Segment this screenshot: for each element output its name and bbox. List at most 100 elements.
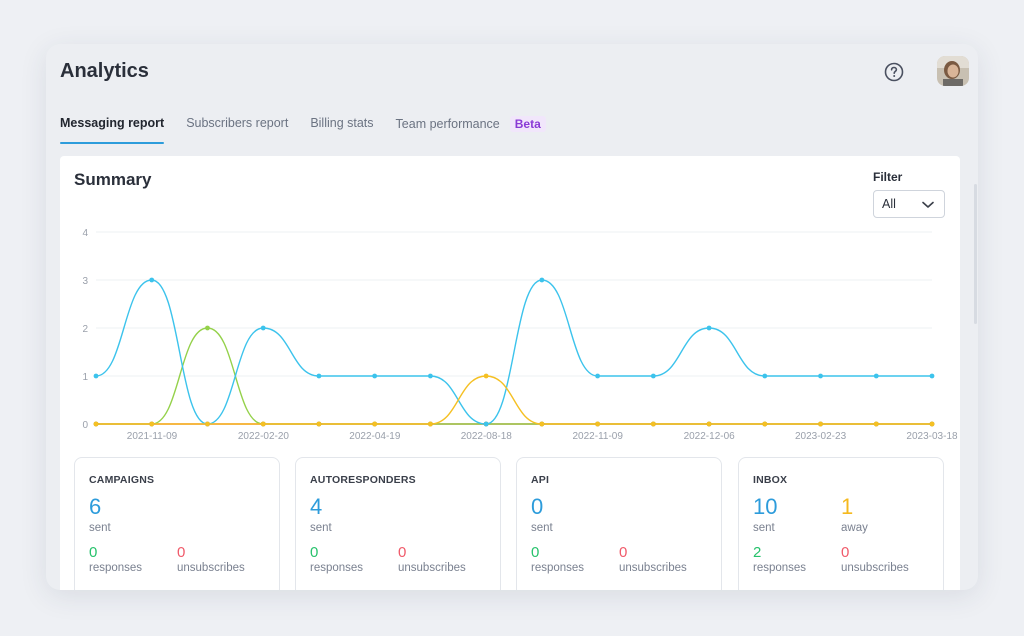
stat-card-inbox: INBOX 10 sent 1 away 2 responses 0 unsub…	[738, 457, 944, 590]
tab-label: Subscribers report	[186, 116, 289, 130]
y-tick-label: 2	[82, 324, 88, 335]
y-tick-label: 4	[82, 228, 88, 239]
series-line	[95, 279, 932, 425]
tab-label: Messaging report	[60, 116, 165, 130]
analytics-window: Analytics Messaging report Subscribers r…	[46, 44, 978, 590]
sent-count: 6	[89, 494, 102, 519]
responses-count: 0	[531, 544, 540, 561]
unsubscribes-label: unsubscribes	[841, 562, 909, 574]
data-point	[372, 421, 378, 427]
data-point	[316, 373, 322, 379]
stat-card-api: API 0 sent 0 responses 0 unsubscribes	[516, 457, 722, 590]
data-point	[149, 277, 155, 283]
unsubscribes-count: 0	[398, 544, 407, 561]
chevron-down-icon	[922, 201, 934, 208]
unsubscribes-label: unsubscribes	[619, 562, 687, 574]
responses-count: 2	[753, 544, 762, 561]
responses-count: 0	[89, 544, 98, 561]
away-count: 1	[841, 494, 854, 519]
tab-messaging-report[interactable]: Messaging report	[60, 116, 165, 144]
data-point	[483, 421, 489, 427]
responses-label: responses	[310, 562, 364, 574]
filter-select[interactable]: All	[873, 190, 945, 218]
x-tick-label: 2022-08-18	[461, 431, 513, 442]
data-point	[706, 325, 712, 331]
help-icon[interactable]	[884, 62, 904, 82]
data-point	[93, 373, 99, 379]
scrollbar-thumb[interactable]	[974, 184, 977, 324]
data-point	[706, 421, 712, 427]
responses-label: responses	[89, 562, 143, 574]
data-point	[260, 325, 266, 331]
summary-title: Summary	[74, 170, 152, 189]
data-point	[929, 373, 935, 379]
unsubscribes-count: 0	[177, 544, 186, 561]
stat-title: API	[531, 474, 550, 486]
stat-title: INBOX	[753, 474, 788, 486]
y-tick-label: 3	[82, 276, 88, 287]
user-avatar[interactable]	[937, 56, 969, 86]
beta-badge: Beta	[509, 116, 546, 132]
data-point	[205, 421, 210, 427]
stat-card-autoresponders: AUTORESPONDERS 4 sent 0 responses 0 unsu…	[295, 457, 501, 590]
series-line	[95, 375, 932, 425]
x-tick-label: 2023-03-18	[906, 431, 958, 442]
data-point	[539, 421, 545, 427]
sent-count: 0	[531, 494, 544, 519]
stat-title: CAMPAIGNS	[89, 474, 155, 486]
data-point	[260, 421, 266, 427]
data-point	[372, 373, 378, 379]
responses-label: responses	[753, 562, 807, 574]
sent-label: sent	[531, 522, 553, 534]
data-point	[316, 421, 322, 427]
responses-count: 0	[310, 544, 319, 561]
summary-card: Summary Filter All 0 1 2 3 4 2021-11-09 2022-0…	[60, 156, 960, 590]
y-tick-label: 1	[82, 372, 88, 383]
tab-team-performance[interactable]: Team performance Beta	[396, 116, 546, 144]
x-tick-label: 2022-12-06	[684, 431, 736, 442]
messaging-line-chart: 0 1 2 3 4 2021-11-09 2022-02-20 2022-04-19 2022-…	[82, 228, 958, 442]
y-tick-label: 0	[82, 420, 88, 431]
data-point	[873, 373, 879, 379]
data-point	[93, 421, 99, 427]
sent-label: sent	[89, 522, 111, 534]
sent-label: sent	[310, 522, 332, 534]
data-point	[428, 421, 433, 427]
stat-card-campaigns: CAMPAIGNS 6 sent 0 responses 0 unsubscri…	[74, 457, 280, 590]
x-tick-label: 2023-02-23	[795, 431, 847, 442]
x-tick-label: 2022-04-19	[349, 431, 401, 442]
data-point	[149, 421, 155, 427]
data-point	[873, 421, 879, 427]
stat-title: AUTORESPONDERS	[310, 474, 416, 486]
x-tick-label: 2022-11-09	[573, 431, 624, 442]
data-point	[650, 421, 656, 427]
data-point	[539, 277, 545, 283]
data-point	[762, 373, 768, 379]
tab-label: Billing stats	[310, 116, 374, 130]
data-point	[650, 373, 656, 379]
data-point	[818, 421, 823, 427]
filter-label: Filter	[873, 170, 903, 184]
x-tick-label: 2022-02-20	[238, 431, 290, 442]
unsubscribes-label: unsubscribes	[177, 562, 245, 574]
data-point	[595, 373, 600, 379]
x-tick-label: 2021-11-09	[127, 431, 178, 442]
data-point	[762, 421, 768, 427]
tab-billing-stats[interactable]: Billing stats	[310, 116, 373, 144]
data-point	[595, 421, 600, 427]
tab-label: Team performance	[395, 117, 500, 131]
sent-label: sent	[753, 522, 775, 534]
responses-label: responses	[531, 562, 585, 574]
data-point	[428, 373, 433, 379]
report-tabs: Messaging report Subscribers report Bill…	[60, 116, 568, 144]
data-point	[818, 373, 823, 379]
tab-subscribers-report[interactable]: Subscribers report	[186, 116, 288, 144]
data-point	[205, 325, 210, 331]
unsubscribes-count: 0	[841, 544, 850, 561]
data-point	[929, 421, 935, 427]
unsubscribes-label: unsubscribes	[398, 562, 466, 574]
page-title: Analytics	[60, 60, 149, 82]
data-point	[483, 373, 489, 379]
away-label: away	[841, 522, 868, 534]
sent-count: 10	[753, 494, 778, 519]
